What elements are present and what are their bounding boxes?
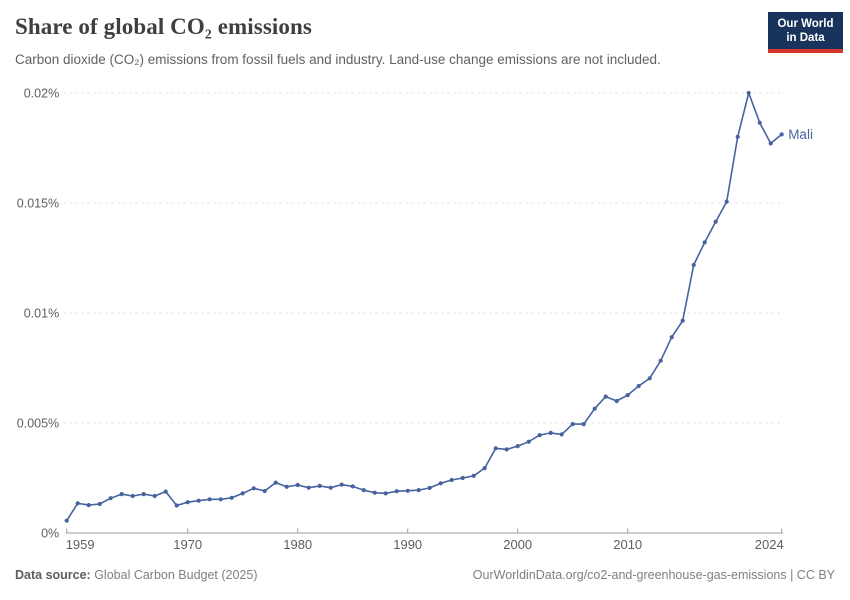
data-point[interactable] xyxy=(669,335,674,340)
data-point[interactable] xyxy=(229,495,234,500)
data-point[interactable] xyxy=(196,498,201,503)
data-point[interactable] xyxy=(163,489,168,494)
data-point[interactable] xyxy=(680,318,685,323)
series-label-mali[interactable]: Mali xyxy=(788,127,813,142)
x-axis-label: 1990 xyxy=(393,537,422,552)
x-axis-label: 1970 xyxy=(173,537,202,552)
data-point[interactable] xyxy=(438,481,443,486)
x-axis-label: 2010 xyxy=(613,537,642,552)
data-point[interactable] xyxy=(691,262,696,268)
data-point[interactable] xyxy=(284,484,289,489)
data-point[interactable] xyxy=(405,488,410,493)
data-point[interactable] xyxy=(262,488,267,494)
data-point[interactable] xyxy=(251,486,256,491)
data-point[interactable] xyxy=(581,422,586,427)
data-point[interactable] xyxy=(537,433,542,438)
credit-link[interactable]: OurWorldinData.org/co2-and-greenhouse-ga… xyxy=(472,568,835,582)
data-point[interactable] xyxy=(152,493,157,499)
data-point[interactable] xyxy=(548,430,553,435)
data-point[interactable] xyxy=(559,432,564,437)
data-point[interactable] xyxy=(757,120,762,125)
data-point[interactable] xyxy=(416,488,421,493)
data-point[interactable] xyxy=(746,90,751,96)
data-point[interactable] xyxy=(295,482,300,488)
x-axis-label: 2000 xyxy=(503,537,532,552)
data-point[interactable] xyxy=(504,447,509,452)
data-source-label: Data source: xyxy=(15,568,91,582)
data-point[interactable] xyxy=(372,490,377,495)
data-point[interactable] xyxy=(75,501,80,506)
data-point[interactable] xyxy=(174,503,179,508)
data-source: Data source: Global Carbon Budget (2025) xyxy=(15,568,258,582)
y-axis-label: 0% xyxy=(41,527,59,541)
data-point[interactable] xyxy=(119,492,124,497)
y-axis-label: 0.015% xyxy=(17,197,59,211)
y-axis-label: 0.005% xyxy=(17,417,59,431)
data-point[interactable] xyxy=(339,482,344,487)
x-axis-label: 1980 xyxy=(283,537,312,552)
y-axis-label: 0.01% xyxy=(24,307,59,321)
data-point[interactable] xyxy=(647,376,652,381)
data-point[interactable] xyxy=(658,358,663,363)
data-point[interactable] xyxy=(526,439,531,444)
chart-footer: Data source: Global Carbon Budget (2025)… xyxy=(15,568,835,582)
data-point[interactable] xyxy=(614,398,619,404)
data-point[interactable] xyxy=(779,132,784,137)
data-point[interactable] xyxy=(724,199,729,204)
owid-logo-line1: Our World xyxy=(777,18,834,30)
data-point[interactable] xyxy=(493,446,498,451)
data-point[interactable] xyxy=(64,518,69,523)
data-point[interactable] xyxy=(273,480,278,485)
data-point[interactable] xyxy=(449,477,454,483)
data-point[interactable] xyxy=(317,483,322,488)
data-point[interactable] xyxy=(394,489,399,494)
data-point[interactable] xyxy=(240,491,245,496)
data-point[interactable] xyxy=(306,485,311,490)
chart-subtitle: Carbon dioxide (CO₂) emissions from foss… xyxy=(15,52,661,67)
data-point[interactable] xyxy=(361,488,366,493)
data-point[interactable] xyxy=(713,219,718,224)
data-point[interactable] xyxy=(625,393,630,398)
data-point[interactable] xyxy=(603,394,608,399)
data-point[interactable] xyxy=(185,500,190,505)
data-source-value: Global Carbon Budget (2025) xyxy=(90,568,258,582)
data-point[interactable] xyxy=(218,497,223,502)
data-point[interactable] xyxy=(460,475,465,481)
data-point[interactable] xyxy=(735,134,740,139)
data-point[interactable] xyxy=(471,473,476,478)
x-axis-label: 2024 xyxy=(755,537,784,552)
data-point[interactable] xyxy=(97,501,102,507)
data-point[interactable] xyxy=(108,496,113,501)
owid-logo[interactable]: Our World in Data xyxy=(768,12,843,53)
page-title: Share of global CO₂ emissions xyxy=(15,14,312,39)
data-point[interactable] xyxy=(86,503,91,508)
data-point[interactable] xyxy=(207,497,212,502)
data-line-mali[interactable] xyxy=(65,92,783,522)
x-axis-label: 1959 xyxy=(66,537,95,552)
data-point[interactable] xyxy=(383,491,388,496)
data-point[interactable] xyxy=(350,484,355,489)
owid-logo-line2: in Data xyxy=(786,32,825,44)
data-point[interactable] xyxy=(768,141,773,146)
data-point[interactable] xyxy=(427,485,432,490)
data-point[interactable] xyxy=(702,240,707,245)
data-point[interactable] xyxy=(570,422,575,427)
y-axis-label: 0.02% xyxy=(24,87,59,101)
data-point[interactable] xyxy=(482,466,487,471)
data-point[interactable] xyxy=(130,493,135,499)
data-point[interactable] xyxy=(636,383,641,389)
data-point[interactable] xyxy=(141,492,146,497)
data-point[interactable] xyxy=(515,444,520,449)
data-point[interactable] xyxy=(592,406,597,411)
data-point[interactable] xyxy=(328,485,333,490)
